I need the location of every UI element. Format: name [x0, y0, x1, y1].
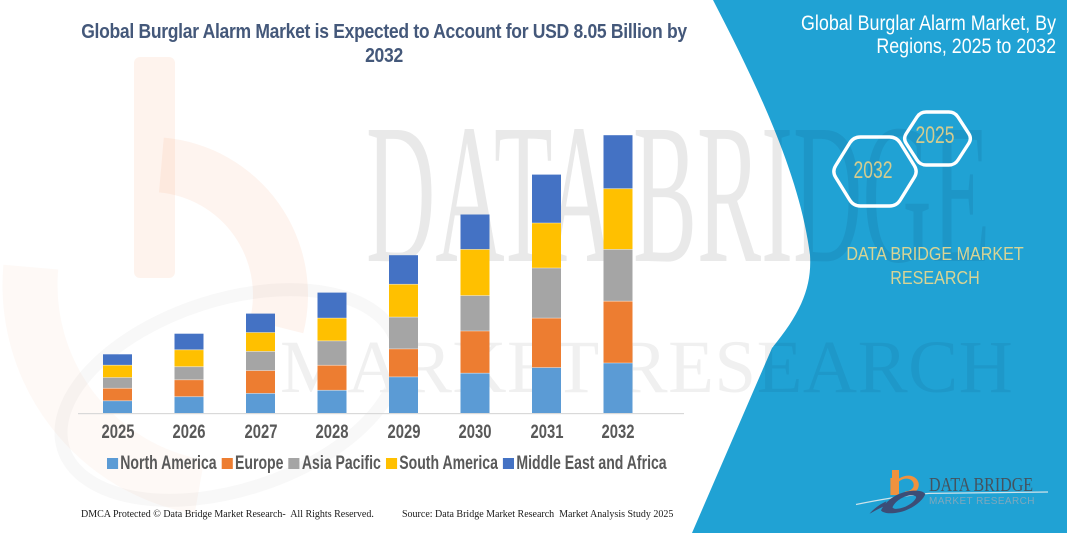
svg-text:DATA BRIDGE: DATA BRIDGE: [929, 473, 1033, 495]
svg-text:MARKET RESEARCH: MARKET RESEARCH: [929, 496, 1035, 507]
